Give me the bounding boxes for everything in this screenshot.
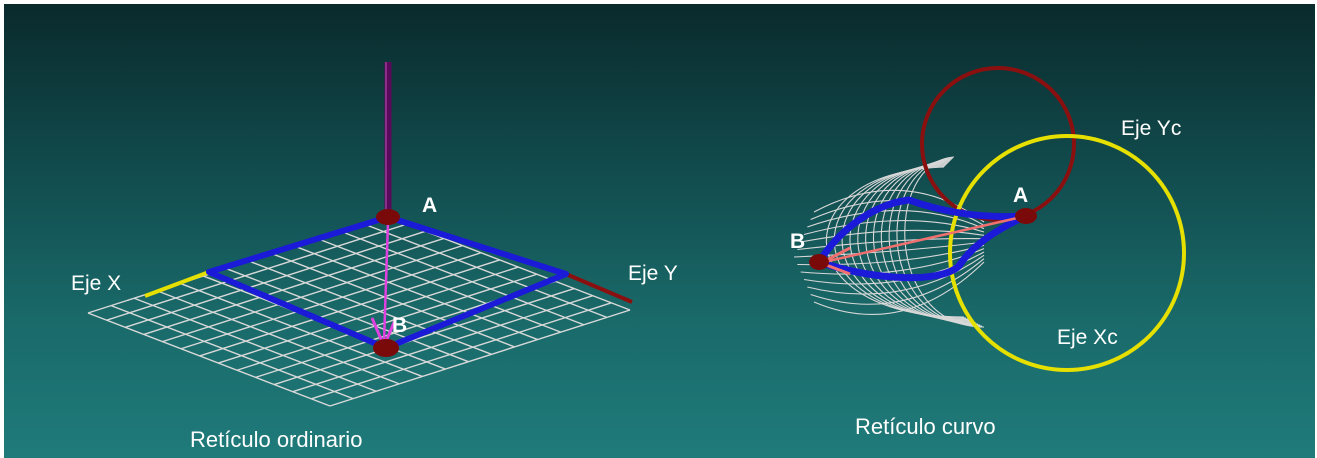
axis-x-line [144, 270, 210, 298]
grid-line [273, 287, 575, 386]
point-a-label-right: A [1013, 184, 1029, 207]
point-b-label-left: B [392, 314, 408, 337]
grid-line [341, 231, 585, 326]
grid-line [318, 238, 562, 333]
axis-x-label: Eje X [71, 272, 122, 295]
grid-line [87, 312, 331, 407]
grid-line [236, 273, 538, 371]
axis-y-label: Eje Y [628, 262, 678, 285]
point-b-label-right: B [790, 230, 806, 253]
ordinary-grid-figure [87, 62, 633, 407]
curved-grid-line [833, 165, 967, 319]
grid-line [295, 245, 538, 341]
point-a-marker-left [376, 209, 400, 225]
point-a-label-left: A [422, 194, 438, 217]
vector-ab-right [823, 214, 1027, 264]
curved-grid-line [800, 229, 985, 243]
point-b-marker-right [809, 254, 829, 270]
curved-grid-line [797, 237, 985, 251]
axis-yc-label: Eje Yc [1121, 117, 1182, 140]
ordinary-path-x-segment [206, 214, 389, 351]
grid-line [249, 260, 492, 355]
caption-ordinary-grid: Retículo ordinario [190, 427, 363, 452]
grid-line [133, 297, 377, 392]
curved-grid-line [807, 210, 985, 230]
point-b-marker-left [373, 339, 399, 357]
grid-line [143, 237, 445, 336]
curved-grid-line [880, 159, 979, 325]
grid-line [180, 252, 482, 350]
grid-line [311, 302, 612, 400]
axis-xc-circle [948, 134, 1186, 372]
grid-line [162, 244, 463, 343]
curved-path-lower [817, 212, 1028, 282]
axis-y-line [565, 272, 633, 304]
grid-line [272, 253, 515, 348]
vector-ab-left [382, 221, 390, 343]
curved-grid-line [803, 220, 985, 236]
point-a-marker-right [1015, 208, 1037, 224]
curved-grid-line [810, 258, 985, 305]
curved-grid-line [807, 254, 985, 295]
axis-yc-circle [920, 66, 1076, 222]
curved-grid-line [825, 166, 965, 318]
curved-grid-figure [793, 66, 1186, 372]
ordinary-path-y-segment [384, 214, 569, 351]
diagram-canvas: A B Eje X Eje Y Retículo ordinario A B E… [4, 4, 1315, 458]
grid-line [199, 259, 500, 357]
grid-line [106, 223, 407, 321]
curved-grid-line [813, 261, 985, 315]
caption-curved-grid: Retículo curvo [855, 414, 996, 439]
grid-line [110, 304, 354, 400]
grid-line [180, 282, 423, 378]
ordinary-grid-mesh [87, 216, 631, 407]
curved-grid-line [813, 189, 985, 223]
grid-line [292, 295, 593, 393]
grid-line [125, 230, 426, 328]
grid-line [226, 268, 469, 363]
grid-line [156, 290, 400, 385]
grid-line [329, 309, 631, 407]
axis-xc-label: Eje Xc [1057, 326, 1118, 349]
grid-line [218, 266, 519, 364]
curved-path-upper [816, 196, 1027, 264]
curved-grid-mesh [793, 156, 985, 328]
grid-line [364, 223, 608, 319]
